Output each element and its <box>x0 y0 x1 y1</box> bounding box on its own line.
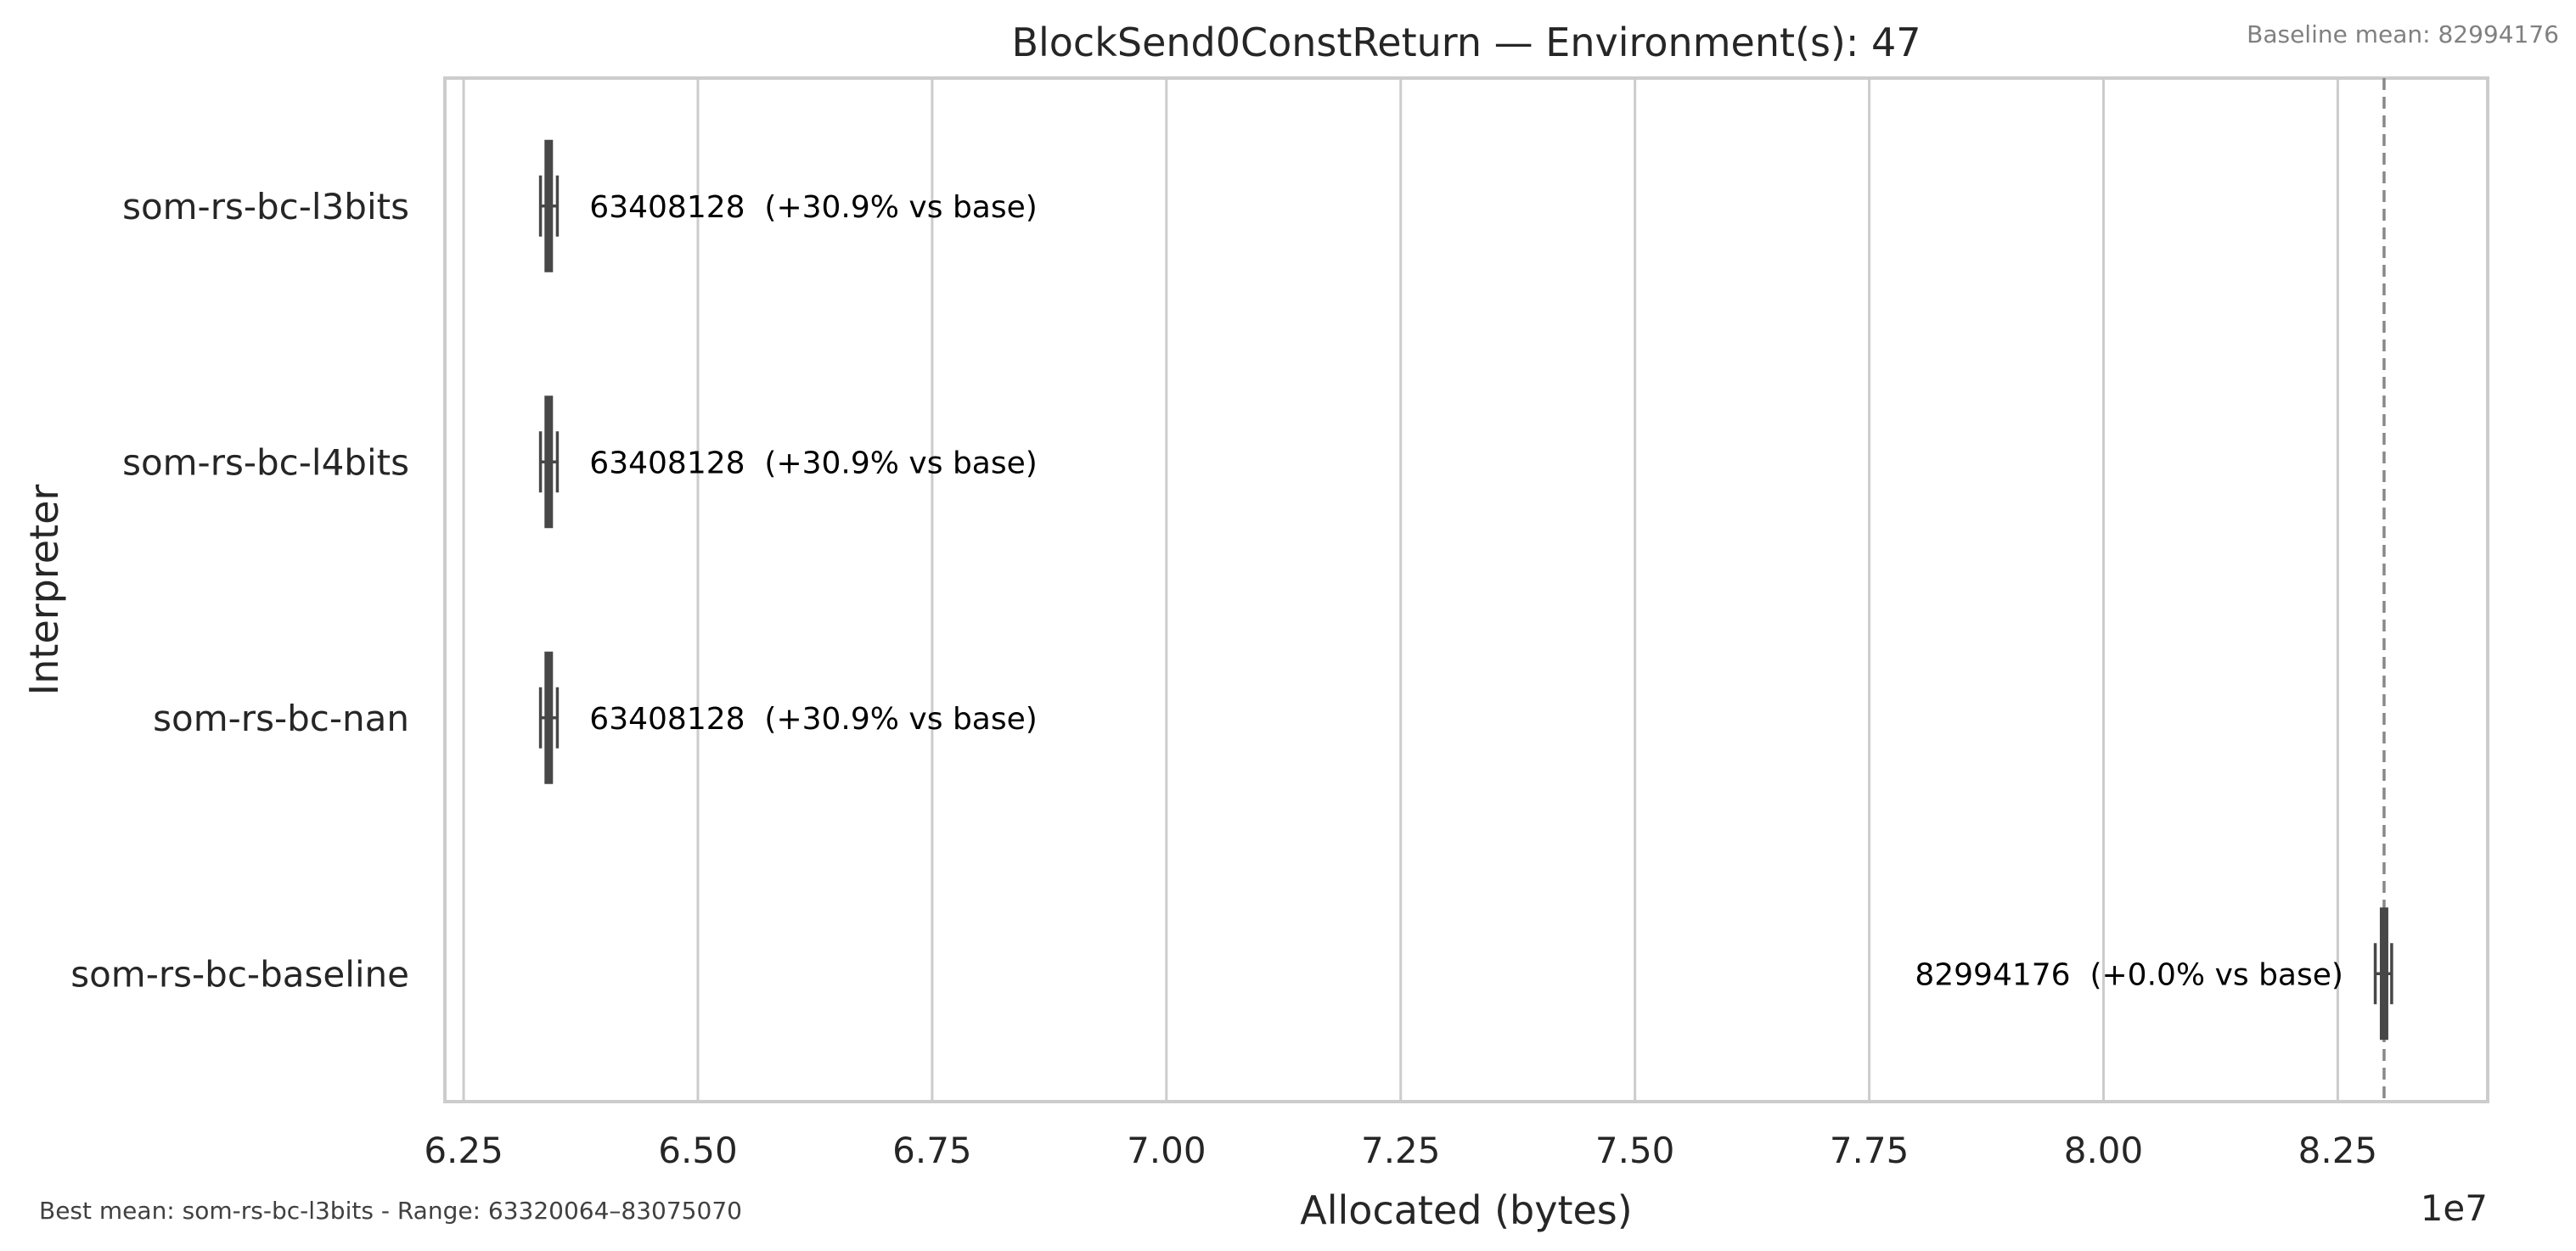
x-tick-label: 6.50 <box>658 1130 738 1171</box>
y-axis-label: Interpreter <box>21 485 67 696</box>
x-tick-label: 7.50 <box>1595 1130 1675 1171</box>
x-tick-label: 6.25 <box>424 1130 503 1171</box>
x-tick-label: 7.25 <box>1361 1130 1441 1171</box>
chart-text: BlockSend0ConstReturn — Environment(s): … <box>21 20 2488 1233</box>
best-mean-note: Best mean: som-rs-bc-l3bits - Range: 633… <box>39 1197 742 1225</box>
gridlines <box>462 78 2339 1102</box>
plot-frame <box>443 76 2489 1103</box>
x-tick-label: 6.75 <box>892 1130 972 1171</box>
data-label: 63408128 (+30.9% vs base) <box>589 446 1038 480</box>
x-axis-label: Allocated (bytes) <box>1300 1187 1632 1233</box>
x-tick-label: 7.75 <box>1830 1130 1910 1171</box>
data-label: 63408128 (+30.9% vs base) <box>589 190 1038 225</box>
y-tick-label: som-rs-bc-nan <box>153 698 409 739</box>
data-label: 82994176 (+0.0% vs base) <box>1915 957 2343 992</box>
y-tick-label: som-rs-bc-baseline <box>70 953 409 995</box>
x-tick-label: 8.25 <box>2298 1130 2378 1171</box>
box-marks <box>538 78 2393 1102</box>
x-axis-scale-label: 1e7 <box>2421 1187 2488 1229</box>
x-tick-label: 7.00 <box>1127 1130 1206 1171</box>
y-tick-label: som-rs-bc-l3bits <box>122 186 409 227</box>
x-tick-label: 8.00 <box>2064 1130 2144 1171</box>
data-label: 63408128 (+30.9% vs base) <box>589 702 1038 737</box>
baseline-mean-note: Baseline mean: 82994176 <box>2247 20 2559 48</box>
y-tick-label: som-rs-bc-l4bits <box>122 441 409 483</box>
chart-title: BlockSend0ConstReturn — Environment(s): … <box>1011 20 1921 65</box>
